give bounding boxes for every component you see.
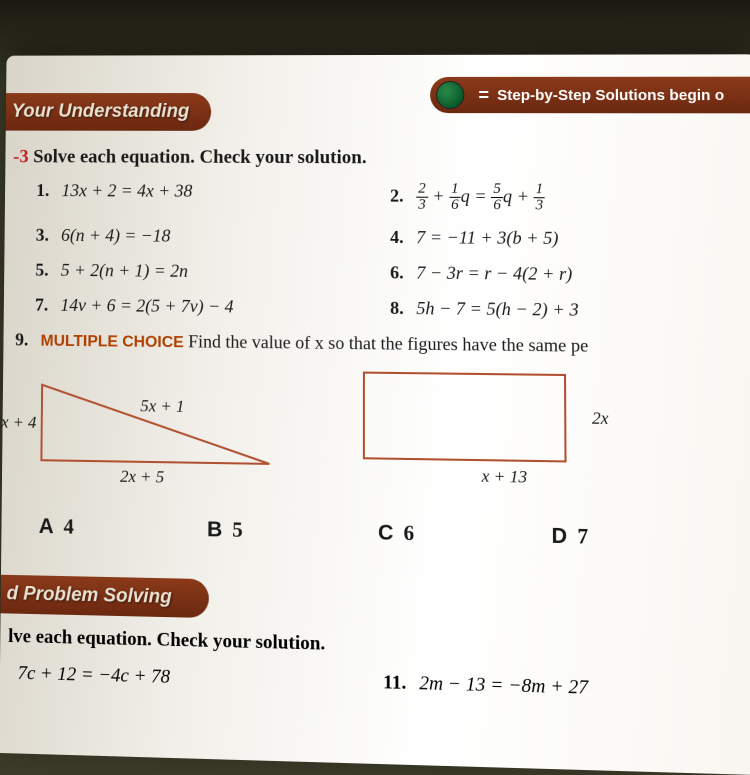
q-equation: 5 + 2(n + 1) = 2n xyxy=(61,260,188,281)
rectangle-figure: 2x x + 13 xyxy=(360,368,605,495)
figures-row: 3x + 4 5x + 1 2x + 5 2x x + 13 xyxy=(10,364,748,497)
instruction-text: Solve each equation. Check your solution… xyxy=(33,146,366,168)
top-solutions-banner: = Step-by-Step Solutions begin o xyxy=(430,77,750,114)
rect-right-label: 2x xyxy=(592,408,609,429)
choice-d: D7 xyxy=(551,523,727,552)
question-8: 8. 5h − 7 = 5(h − 2) + 3 xyxy=(380,298,746,323)
choice-value: 7 xyxy=(577,524,588,549)
choice-value: 5 xyxy=(232,517,243,542)
q-equation: 2m − 13 = −8m + 27 xyxy=(419,673,588,699)
question-3: 3. 6(n + 4) = −18 xyxy=(12,225,380,248)
q-text: Find the value of x so that the figures … xyxy=(188,331,588,356)
question-6: 6. 7 − 3r = r − 4(2 + r) xyxy=(380,262,746,286)
choice-value: 6 xyxy=(404,520,415,545)
bottom-exercise-block: lve each equation. Check your solution. … xyxy=(0,613,750,704)
q-number: 7. xyxy=(35,295,48,315)
section-title-2: d Problem Solving xyxy=(7,583,172,609)
instruction-2: lve each equation. Check your solution. xyxy=(8,626,750,667)
q-number: 3. xyxy=(36,225,49,245)
question-10: 7c + 12 = −4c + 78 xyxy=(8,662,373,694)
q-number: 11. xyxy=(383,672,406,694)
q-equation: 23 + 16q = 56q + 13 xyxy=(416,185,545,206)
answer-choices: A4 B5 C6 D7 xyxy=(9,513,748,553)
example-tag: -3 xyxy=(13,146,29,167)
triangle-base-label: 2x + 5 xyxy=(120,467,164,488)
question-4: 4. 7 = −11 + 3(b + 5) xyxy=(380,227,745,251)
q-equation: 7 − 3r = r − 4(2 + r) xyxy=(416,262,572,284)
q-equation: 14v + 6 = 2(5 + 7v) − 4 xyxy=(60,295,233,317)
question-5: 5. 5 + 2(n + 1) = 2n xyxy=(12,259,380,283)
triangle-svg xyxy=(22,364,280,479)
question-2: 2. 23 + 16q = 56q + 13 xyxy=(380,181,745,214)
top-banner-text: Step-by-Step Solutions begin o xyxy=(497,86,724,103)
equals-icon: = xyxy=(478,84,489,105)
q-equation: 13x + 2 = 4x + 38 xyxy=(61,180,192,200)
q-equation: 6(n + 4) = −18 xyxy=(61,225,171,246)
textbook-page: = Step-by-Step Solutions begin o Your Un… xyxy=(0,54,750,775)
q-equation: 7 = −11 + 3(b + 5) xyxy=(416,227,558,248)
section-title: Your Understanding xyxy=(12,101,190,123)
question-9: 9. MULTIPLE CHOICE Find the value of x s… xyxy=(11,329,746,358)
choice-b: B5 xyxy=(207,517,378,546)
rect-bottom-label: x + 13 xyxy=(482,466,528,487)
choice-a: A4 xyxy=(39,514,208,543)
q-number: 1. xyxy=(36,180,49,200)
q-equation: 7c + 12 = −4c + 78 xyxy=(18,663,171,688)
triangle-hyp-label: 5x + 1 xyxy=(140,396,184,417)
section-banner-problem-solving: d Problem Solving xyxy=(1,575,209,618)
exercise-block: -3 Solve each equation. Check your solut… xyxy=(1,131,750,554)
q-number: 8. xyxy=(390,298,404,318)
section-banner-understanding: Your Understanding xyxy=(6,93,211,131)
q-number: 9. xyxy=(15,329,28,349)
green-dot-icon xyxy=(436,81,464,109)
q-number: 5. xyxy=(35,260,48,280)
triangle-figure: 3x + 4 5x + 1 2x + 5 xyxy=(22,364,300,489)
multiple-choice-label: MULTIPLE CHOICE xyxy=(40,333,183,352)
instruction-line: -3 Solve each equation. Check your solut… xyxy=(13,146,744,170)
q-equation: 5h − 7 = 5(h − 2) + 3 xyxy=(416,298,578,320)
q-number: 2. xyxy=(390,185,404,205)
triangle-left-label: 3x + 4 xyxy=(0,412,36,433)
question-11: 11. 2m − 13 = −8m + 27 xyxy=(373,671,750,704)
q-number: 6. xyxy=(390,262,404,282)
question-1: 1. 13x + 2 = 4x + 38 xyxy=(13,180,380,213)
choice-value: 4 xyxy=(63,514,74,539)
q-number: 4. xyxy=(390,227,404,247)
rectangle-svg xyxy=(360,368,574,473)
choice-c: C6 xyxy=(378,520,552,549)
question-7: 7. 14v + 6 = 2(5 + 7v) − 4 xyxy=(12,294,380,319)
